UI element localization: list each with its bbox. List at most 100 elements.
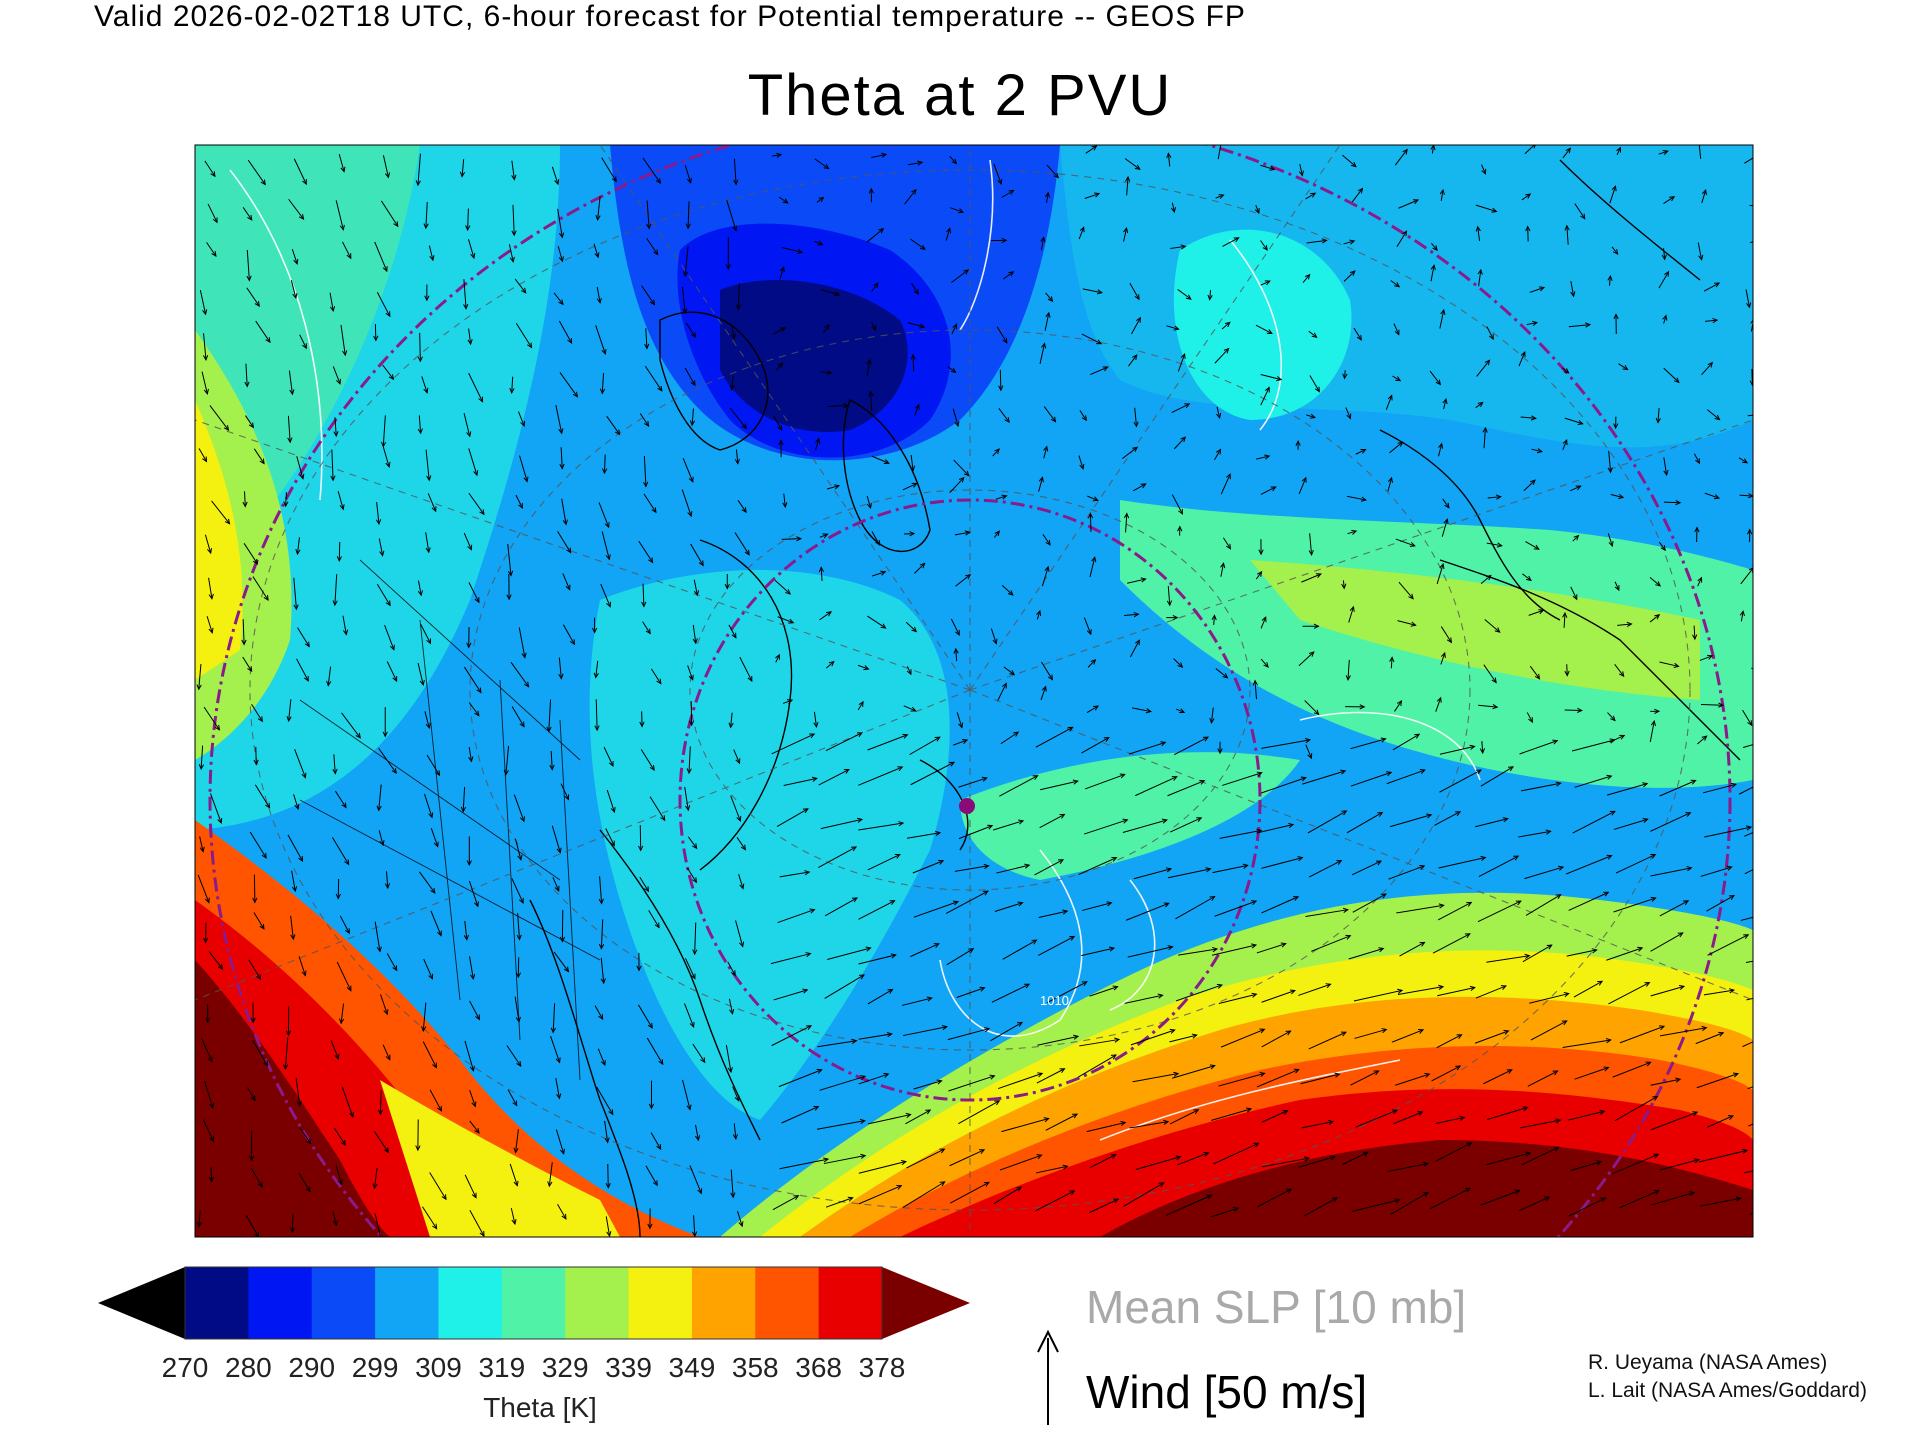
- wind-arrow-head: [880, 623, 887, 629]
- wind-arrow-head: [1140, 483, 1147, 489]
- wind-arrow-head: [1001, 494, 1008, 500]
- wind-arrow: [1166, 325, 1179, 330]
- wind-arrow-head: [1561, 1020, 1568, 1026]
- wind-arrow-head: [1654, 614, 1661, 620]
- wind-arrow-head: [1525, 225, 1531, 232]
- wind-arrow: [1566, 664, 1568, 676]
- wind-arrow-head: [260, 179, 266, 186]
- wind-arrow-head: [1423, 1191, 1430, 1197]
- wind-arrow-head: [1776, 772, 1781, 776]
- colorbar-tick-label: 349: [668, 1352, 716, 1383]
- wind-arrow: [952, 408, 959, 427]
- wind-arrow: [197, 874, 210, 903]
- wind-arrow-head: [1555, 894, 1562, 900]
- wind-arrow-head: [606, 1231, 612, 1237]
- colorbar-low-triangle: [98, 1267, 185, 1339]
- wind-arrow-head: [1653, 1189, 1660, 1195]
- wind-arrow: [1392, 733, 1420, 751]
- wind-arrow: [913, 901, 959, 918]
- wind-arrow: [991, 983, 1030, 1003]
- wind-arrow: [1521, 193, 1531, 201]
- wind-arrow: [594, 1005, 604, 1020]
- wind-arrow: [687, 836, 698, 849]
- wind-arrow-head: [257, 716, 263, 723]
- wind-arrow-head: [263, 1060, 269, 1067]
- wind-arrow-head: [1419, 864, 1426, 870]
- wind-arrow-head: [1402, 148, 1408, 155]
- wind-arrow: [593, 243, 599, 258]
- wind-arrow: [684, 246, 689, 277]
- wind-arrow-head: [1607, 274, 1613, 281]
- wind-arrow: [1307, 810, 1347, 834]
- wind-arrow-head: [682, 308, 688, 315]
- wind-arrow-head: [1757, 152, 1762, 156]
- wind-arrow: [1486, 542, 1502, 547]
- wind-arrow-head: [691, 1231, 698, 1237]
- wind-arrow: [1650, 985, 1685, 997]
- wind-arrow: [1649, 721, 1655, 743]
- wind-arrow-head: [979, 1149, 986, 1154]
- wind-arrow: [378, 830, 384, 846]
- wind-arrow: [1570, 1161, 1602, 1172]
- wind-arrow-head: [1050, 416, 1057, 423]
- wind-arrow-head: [919, 244, 926, 251]
- wind-arrow-head: [459, 171, 466, 178]
- wind-arrow-head: [417, 356, 423, 363]
- colorbar-tick-label: 339: [605, 1352, 652, 1383]
- wind-arrow: [1214, 449, 1221, 461]
- wind-arrow-head: [332, 768, 338, 775]
- wind-arrow: [1704, 492, 1720, 499]
- wind-arrow: [333, 1127, 346, 1146]
- wind-arrow-head: [1345, 675, 1351, 682]
- wind-arrow: [200, 745, 204, 770]
- wind-arrow: [958, 777, 987, 788]
- wind-arrow-head: [911, 626, 918, 633]
- wind-arrow-head: [730, 970, 736, 977]
- wind-arrow-head: [1758, 413, 1763, 417]
- wind-arrow-head: [1059, 1068, 1066, 1074]
- wind-arrow: [341, 1086, 354, 1117]
- wind-arrow-head: [998, 385, 1004, 392]
- wind-arrow: [727, 961, 736, 976]
- wind-arrow-head: [428, 812, 434, 819]
- wind-arrow-head: [883, 1072, 890, 1078]
- wind-arrow: [858, 1033, 892, 1040]
- wind-arrow-head: [1031, 939, 1038, 945]
- wind-arrow-head: [851, 897, 858, 903]
- wind-arrow-head: [881, 152, 888, 158]
- wind-arrow-head: [340, 1139, 346, 1146]
- wind-arrow-head: [567, 338, 573, 345]
- wind-arrow: [247, 159, 266, 185]
- wind-arrow-head: [793, 1195, 800, 1201]
- wind-arrow-head: [385, 1054, 391, 1061]
- wind-arrow-head: [516, 1060, 522, 1067]
- wind-arrow: [993, 1186, 1022, 1205]
- wind-arrow: [641, 285, 655, 305]
- wind-arrow: [953, 459, 970, 477]
- wind-arrow-head: [689, 1021, 695, 1028]
- wind-arrow-head: [818, 196, 825, 203]
- wind-arrow-head: [1534, 673, 1541, 680]
- wind-arrow: [1565, 855, 1612, 875]
- wind-arrow-head: [887, 988, 894, 994]
- wind-arrow-head: [1658, 1025, 1666, 1031]
- wind-arrow-head: [1256, 570, 1263, 577]
- wind-arrow-head: [1394, 329, 1400, 336]
- wind-arrow: [993, 530, 1000, 538]
- wind-arrow-head: [1642, 782, 1649, 788]
- wind-arrow-head: [660, 815, 666, 822]
- wind-arrow: [903, 1026, 947, 1037]
- wind-arrow-head: [1091, 556, 1097, 563]
- wind-arrow: [380, 200, 399, 227]
- wind-arrow-head: [898, 821, 905, 827]
- wind-arrow-head: [1444, 502, 1450, 509]
- wind-arrow-head: [963, 470, 970, 477]
- wind-arrow-head: [949, 761, 956, 767]
- wind-arrow: [1390, 280, 1400, 288]
- wind-arrow: [1260, 280, 1271, 286]
- wind-arrow: [692, 1043, 706, 1063]
- wind-arrow: [912, 860, 944, 874]
- wind-arrow: [1089, 557, 1096, 578]
- wind-arrow-head: [223, 425, 230, 431]
- wind-arrow-head: [1351, 529, 1358, 535]
